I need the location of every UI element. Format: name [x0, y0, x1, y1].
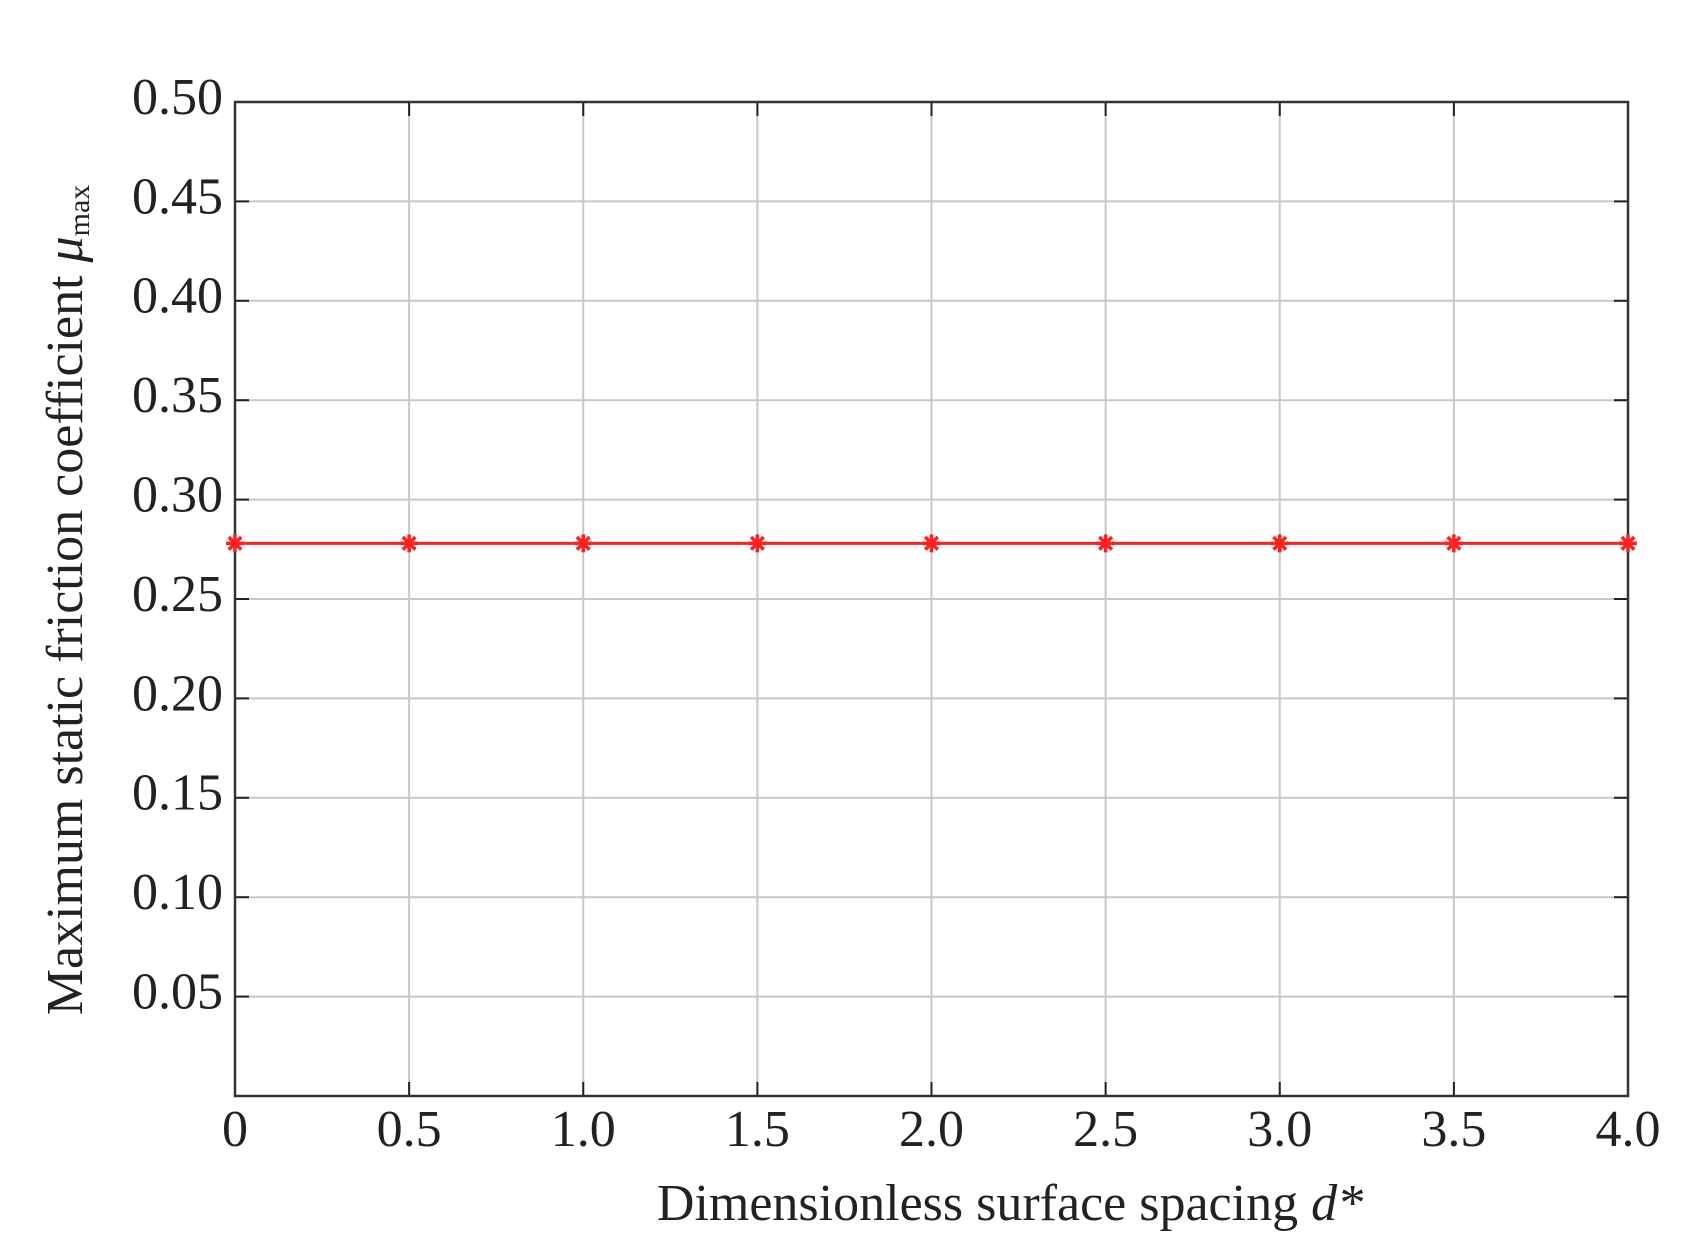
- y-tick-label: 0.45: [132, 168, 223, 225]
- data-marker: [226, 534, 244, 553]
- x-tick-label: 2.0: [899, 1101, 964, 1158]
- data-marker: [1619, 534, 1637, 553]
- y-axis-label: Maximum static friction coefficient μmax: [37, 185, 96, 1016]
- x-label-symbol: d*: [1311, 1175, 1363, 1232]
- data-marker: [748, 534, 767, 553]
- y-tick-label: 0.10: [132, 864, 223, 921]
- data-marker: [1270, 534, 1289, 553]
- data-marker: [574, 534, 593, 553]
- y-tick-label: 0.25: [132, 566, 223, 623]
- data-marker: [1444, 534, 1463, 553]
- plot-frame: [233, 100, 1630, 1098]
- y-tick-label: 0.20: [132, 665, 223, 722]
- y-label-subscript: max: [63, 185, 96, 237]
- y-tick-label: 0.15: [132, 765, 223, 822]
- x-tick-label: 1.0: [551, 1101, 616, 1158]
- y-tick-label: 0.35: [132, 367, 223, 424]
- x-tick-label: 2.5: [1073, 1101, 1138, 1158]
- x-tick-label: 4.0: [1596, 1101, 1661, 1158]
- data-marker: [1096, 534, 1115, 553]
- data-marker: [922, 534, 941, 553]
- y-tick-label: 0.05: [132, 964, 223, 1021]
- x-label-text: Dimensionless surface spacing: [657, 1175, 1298, 1232]
- x-tick-label: 3.5: [1421, 1101, 1486, 1158]
- data-marker: [400, 534, 419, 553]
- x-axis-label: Dimensionless surface spacing d*: [657, 1175, 1363, 1232]
- x-tick-label: 0.5: [377, 1101, 442, 1158]
- y-label-text: Maximum static friction coefficient: [37, 275, 94, 1015]
- x-tick-label: 3.0: [1247, 1101, 1312, 1158]
- y-label-symbol: μ: [37, 236, 94, 263]
- x-tick-label: 0: [222, 1101, 248, 1158]
- y-tick-label: 0.30: [132, 467, 223, 524]
- x-tick-label: 1.5: [725, 1101, 790, 1158]
- y-tick-label: 0.40: [132, 268, 223, 325]
- y-tick-label: 0.50: [132, 69, 223, 126]
